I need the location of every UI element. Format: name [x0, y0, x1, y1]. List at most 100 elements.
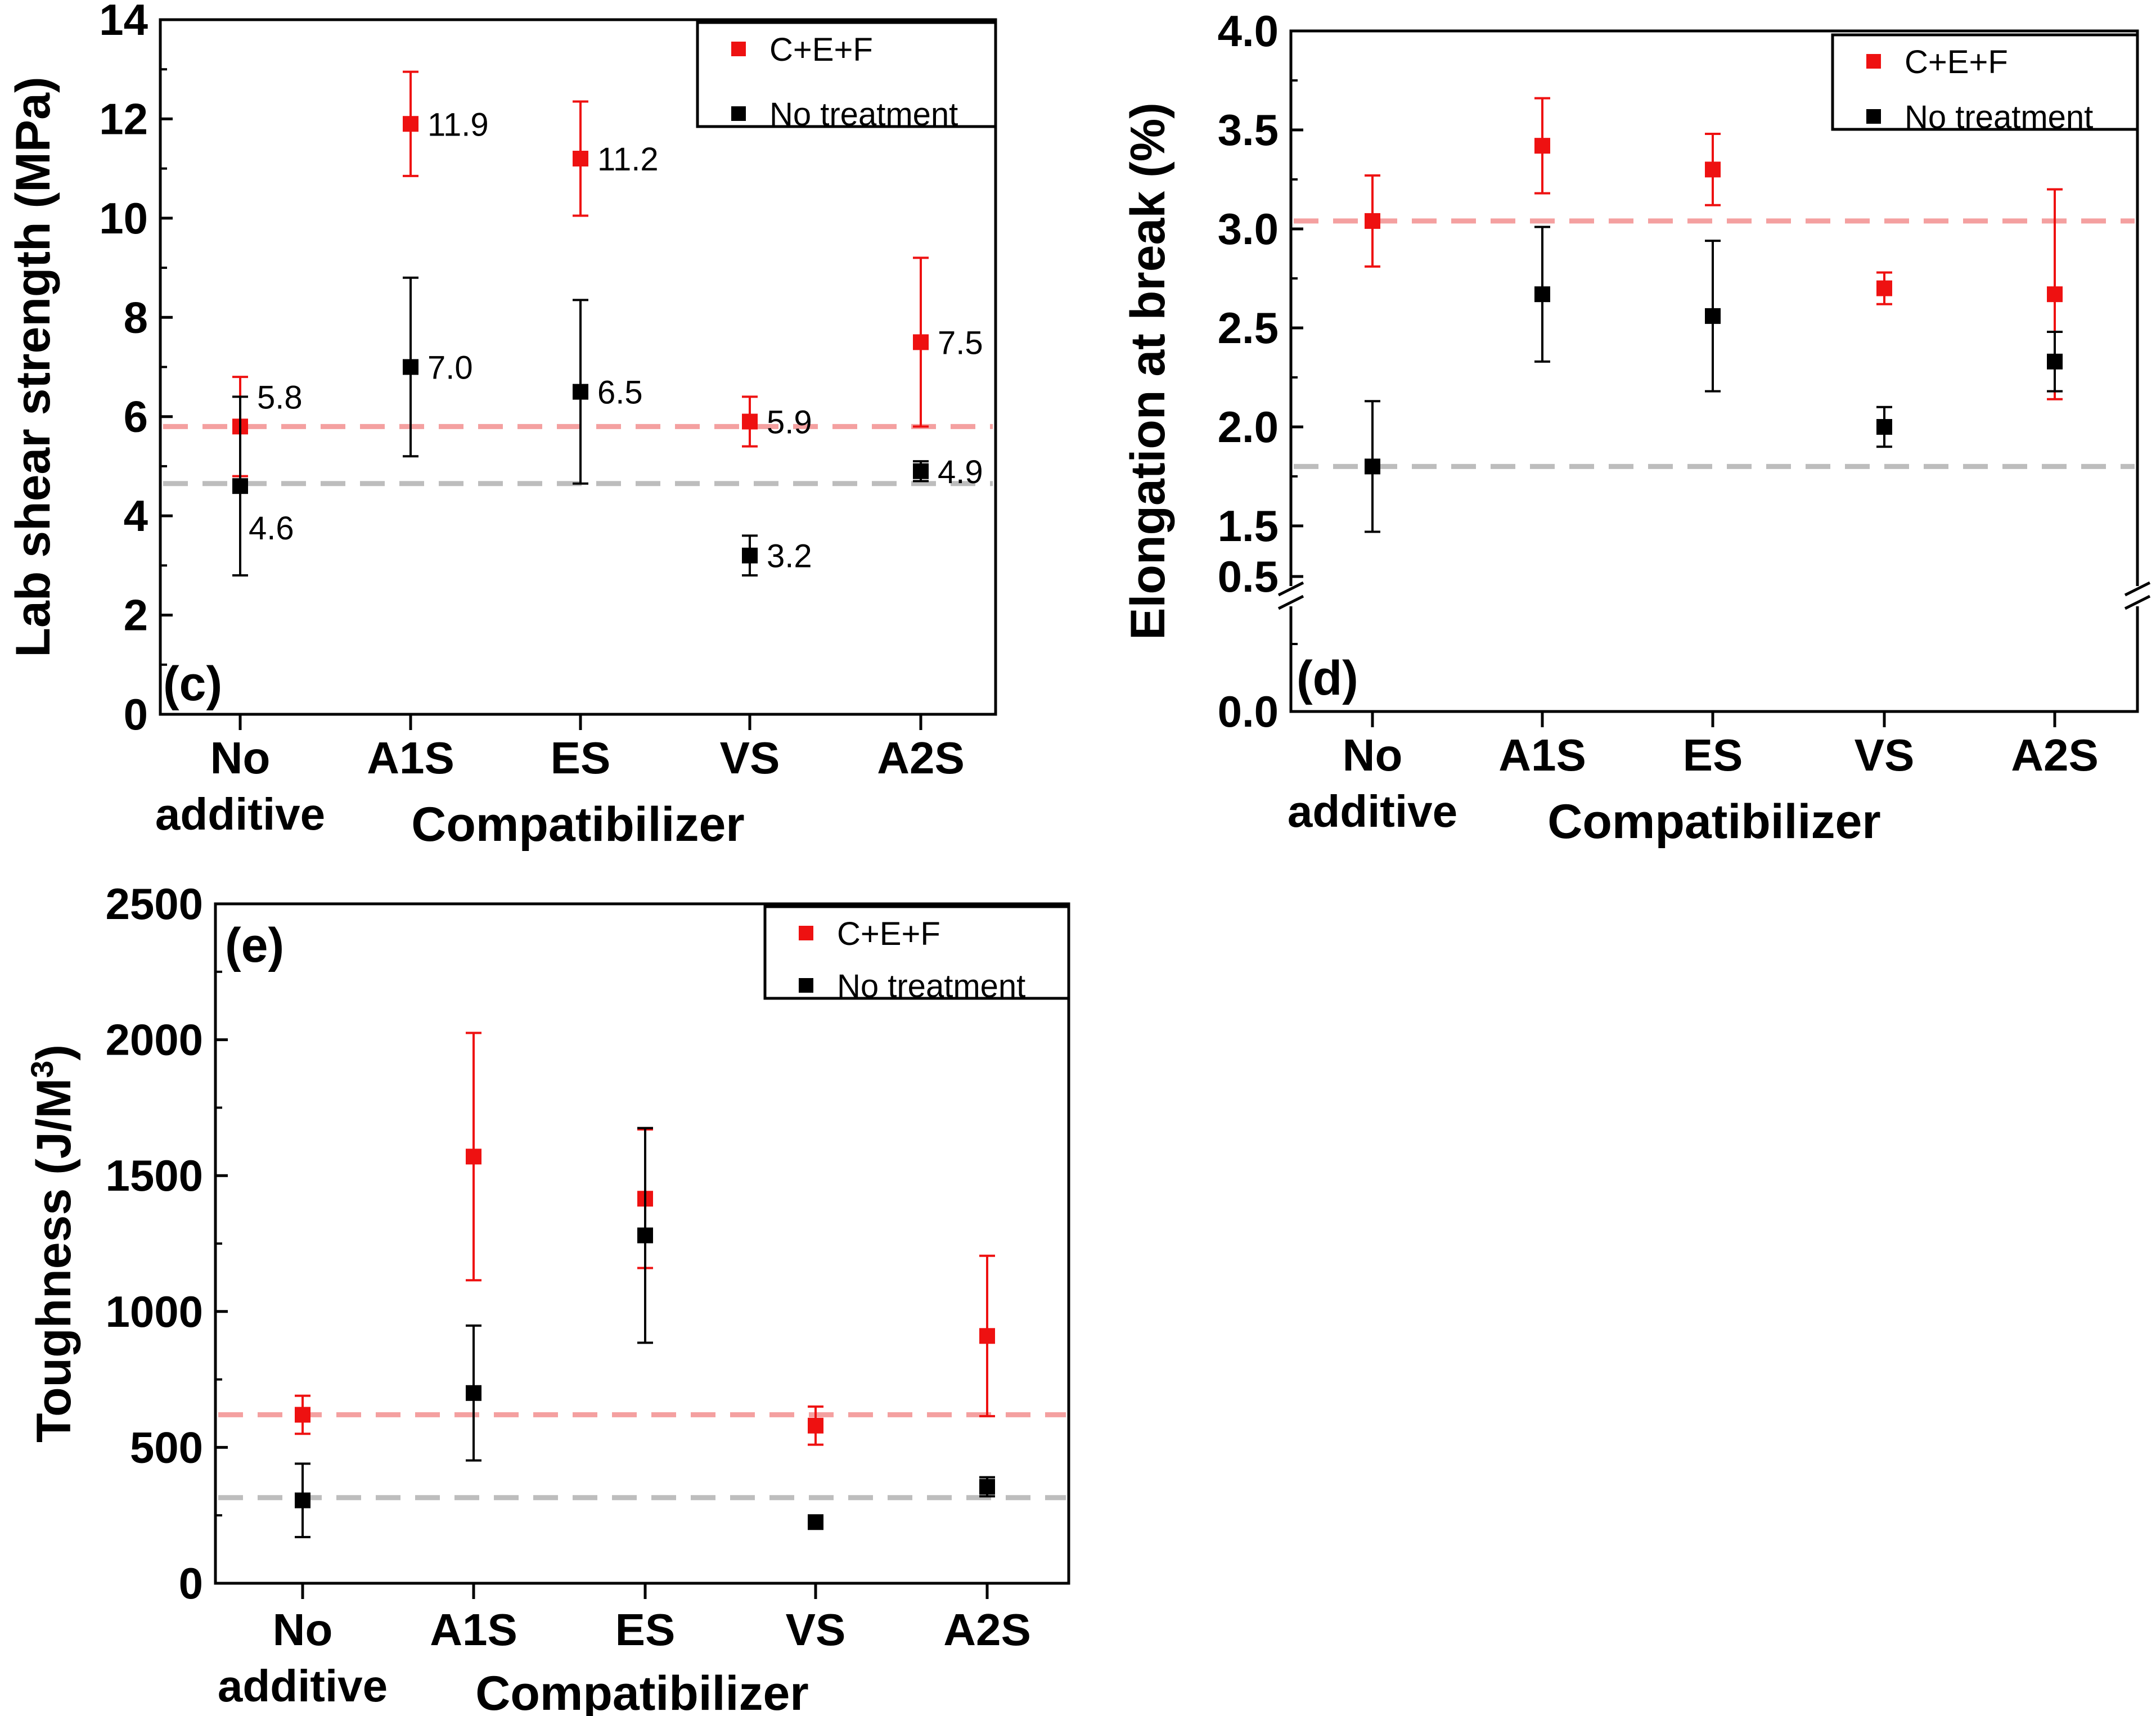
data-point-treated: [403, 116, 418, 132]
x-category-label: VS: [1855, 730, 1915, 780]
data-point-untreated: [1876, 419, 1892, 435]
data-label-untreated: 3.2: [767, 538, 812, 575]
y-tick-label: 2: [124, 591, 148, 640]
axis-break-mark: [1277, 594, 1304, 610]
data-label-untreated: 4.6: [249, 510, 294, 547]
x-category-label: A2S: [2011, 730, 2099, 780]
data-point-untreated: [742, 547, 758, 564]
x-category-label: No additive: [218, 1605, 388, 1711]
data-label-treated: 7.5: [938, 325, 983, 361]
x-category-label: A2S: [943, 1605, 1031, 1655]
legend-box: [696, 21, 997, 128]
y-tick-label: 8: [124, 292, 148, 342]
y-tick-label: 2.5: [1218, 303, 1279, 353]
data-point-untreated: [979, 1479, 995, 1495]
legend-box: [1831, 33, 2139, 131]
data-label-treated: 11.9: [427, 106, 489, 143]
legend-marker: [1866, 109, 1881, 124]
y-tick-label: 0.5: [1218, 552, 1279, 601]
y-tick-label: 2000: [105, 1015, 203, 1065]
data-point-untreated: [808, 1514, 823, 1530]
panel-label: (d): [1297, 651, 1358, 705]
data-point-untreated: [403, 359, 418, 375]
data-point-untreated: [295, 1492, 310, 1508]
y-tick-label: 14: [99, 0, 148, 44]
chart-panel-d: 0.0 0.51.5 2.0 2.5 3.0 3.5 4.0 No additive A1S ES V…: [1121, 6, 2151, 849]
x-category-label: ES: [551, 733, 611, 783]
axis-break-mark: [1277, 581, 1304, 597]
y-tick-label: 1000: [105, 1287, 203, 1336]
data-point-treated: [2047, 286, 2063, 303]
x-category-label: No additive: [155, 733, 325, 839]
legend-marker: [799, 978, 813, 993]
chart-panel-e: 0 500 1000 1500 2000 2500 No additive A1S ES VS A2S…: [24, 879, 1070, 1716]
x-category-label: VS: [786, 1605, 846, 1655]
plot-frame: [214, 902, 1070, 1585]
data-point-treated: [1876, 280, 1892, 296]
data-point-untreated: [913, 463, 929, 479]
legend-entry: C+E+F: [837, 916, 940, 952]
y-tick-label: 2500: [105, 879, 203, 929]
x-axis-title: Compatibilizer: [475, 1667, 809, 1716]
legend-entry: No treatment: [769, 96, 958, 133]
data-point-treated: [742, 413, 758, 430]
data-point-treated: [573, 151, 588, 166]
y-tick-label: 0: [124, 690, 148, 739]
legend-entry: C+E+F: [769, 31, 873, 68]
legend-box: [763, 905, 1070, 1000]
data-point-treated: [808, 1417, 823, 1434]
y-axis-title: Toughness (J/M3): [24, 1044, 82, 1443]
y-tick-label: 0.0: [1218, 687, 1279, 736]
data-label-treated: 5.9: [767, 404, 812, 441]
y-tick-label: 3.5: [1218, 105, 1279, 155]
x-category-label: A2S: [877, 733, 965, 783]
panel-label: (c): [163, 657, 222, 711]
data-point-untreated: [1365, 458, 1380, 475]
y-tick-label: 4: [124, 491, 148, 541]
y-axis-title: Elongation at break (%): [1121, 102, 1175, 640]
data-label-untreated: 7.0: [427, 350, 473, 386]
y-tick-label: 12: [99, 94, 148, 143]
legend-entry: C+E+F: [1905, 44, 2008, 80]
y-axis-title: Lab shear strength (MPa): [6, 76, 60, 657]
data-point-untreated: [232, 478, 248, 494]
data-point-treated: [979, 1328, 995, 1344]
y-tick-label: 500: [130, 1422, 203, 1472]
y-tick-label: 4.0: [1218, 6, 1279, 56]
data-point-untreated: [466, 1385, 481, 1401]
data-label-treated: 11.2: [597, 141, 659, 178]
legend-marker: [1866, 54, 1881, 69]
data-point-untreated: [2047, 353, 2063, 370]
data-point-untreated: [1534, 286, 1550, 303]
data-point-untreated: [1705, 308, 1721, 324]
data-point-treated: [1365, 213, 1380, 229]
data-point-treated: [466, 1148, 481, 1165]
axis-break-mark: [2124, 594, 2151, 610]
data-label-untreated: 4.9: [938, 454, 983, 490]
x-axis-title: Compatibilizer: [1547, 795, 1881, 849]
x-category-label: A1S: [367, 733, 454, 783]
panel-label: (e): [225, 918, 284, 972]
data-label-treated: 5.8: [257, 379, 303, 416]
data-point-untreated: [573, 384, 588, 400]
y-tick-label: 2.0: [1218, 402, 1279, 452]
x-category-label: ES: [1683, 730, 1743, 780]
data-label-untreated: 6.5: [597, 375, 643, 411]
legend-marker: [731, 106, 746, 121]
y-tick-label: 1500: [105, 1151, 203, 1200]
y-tick-label: 1.5: [1218, 501, 1279, 551]
x-category-label: A1S: [1498, 730, 1586, 780]
y-tick-label: 3.0: [1218, 204, 1279, 254]
data-point-treated: [913, 334, 929, 350]
legend-entry: No treatment: [837, 968, 1025, 1005]
data-point-untreated: [637, 1227, 653, 1244]
legend-marker: [731, 42, 746, 56]
data-point-treated: [1705, 161, 1721, 178]
data-point-treated: [295, 1407, 310, 1423]
y-tick-label: 0: [179, 1559, 203, 1608]
x-category-label: ES: [615, 1605, 676, 1655]
axis-break-mark: [2124, 581, 2151, 597]
y-tick-label: 6: [124, 392, 148, 442]
x-category-label: No additive: [1288, 730, 1457, 836]
chart-panel-c: 0 2 4 6 8 10 12 14 No additive A1S ES VS A2S 5.8 11.9 11…: [6, 0, 997, 852]
